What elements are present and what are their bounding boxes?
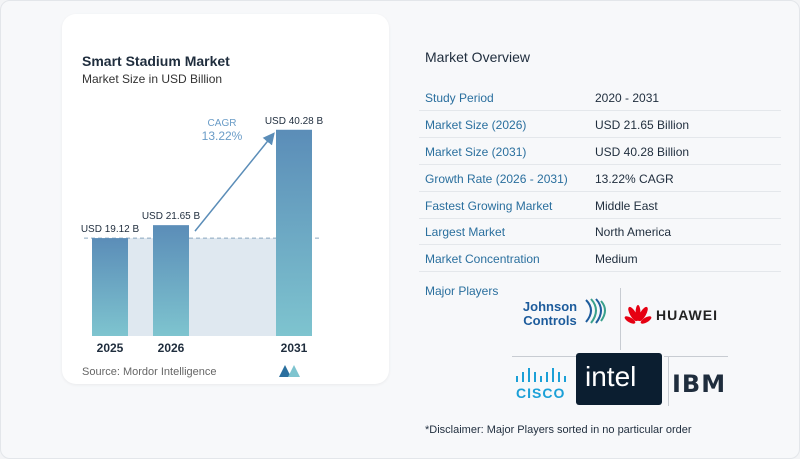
- data-label-2025: USD 19.12 B: [81, 224, 140, 235]
- huawei-logo: HUAWEI: [624, 302, 724, 328]
- johnson-controls-logo: Johnson Controls: [520, 296, 610, 336]
- overview-label: Market Size (2026): [425, 118, 527, 132]
- huawei-petal-icon: [624, 305, 652, 324]
- overview-row: Fastest Growing Market Middle East: [419, 192, 781, 219]
- overview-row: Market Size (2031) USD 40.28 Billion: [419, 138, 781, 165]
- disclaimer-text: *Disclaimer: Major Players sorted in no …: [425, 424, 692, 436]
- grid-divider: [668, 356, 669, 406]
- grid-divider: [664, 356, 728, 357]
- category-label-2031: 2031: [281, 341, 308, 355]
- intel-wordmark: intel: [585, 361, 637, 392]
- cisco-logo: CISCO: [514, 368, 574, 402]
- overview-label: Largest Market: [425, 225, 506, 239]
- data-label-2026: USD 21.65 B: [142, 211, 201, 222]
- source-text: Source: Mordor Intelligence: [82, 366, 217, 378]
- cagr-arrow: [194, 132, 275, 232]
- overview-label: Market Concentration: [425, 252, 540, 266]
- chart-subtitle: Market Size in USD Billion: [82, 72, 223, 86]
- huawei-wordmark: HUAWEI: [656, 307, 718, 323]
- overview-row: Market Size (2026) USD 21.65 Billion: [419, 111, 781, 138]
- overview-value: USD 40.28 Billion: [595, 145, 690, 159]
- overview-value: North America: [595, 225, 672, 239]
- overview-row: Market Concentration Medium: [419, 245, 781, 272]
- johnson-controls-swirl-icon: [585, 298, 606, 324]
- overview-label: Study Period: [425, 91, 494, 105]
- ibm-logo: IBM: [672, 368, 730, 398]
- controls-line: Controls: [523, 313, 577, 328]
- category-label-2026: 2026: [158, 341, 185, 355]
- bar-2025: [92, 238, 128, 336]
- johnson-controls-wordmark: Johnson Controls: [520, 300, 580, 328]
- cisco-wordmark: CISCO: [516, 385, 566, 401]
- data-label-2031: USD 40.28 B: [265, 116, 324, 127]
- bar-2026: [153, 225, 189, 336]
- grid-divider: [512, 356, 576, 357]
- overview-title: Market Overview: [425, 49, 531, 65]
- overview-label: Growth Rate (2026 - 2031): [425, 172, 568, 186]
- intel-logo: intel: [576, 353, 662, 405]
- overview-row: Largest Market North America: [419, 218, 781, 245]
- category-label-2025: 2025: [97, 341, 124, 355]
- chart-title: Smart Stadium Market: [82, 53, 230, 69]
- grid-divider: [620, 288, 621, 350]
- bar-chart: USD 19.12 B 2025 USD 21.65 B 2026 USD 40.28 …: [81, 116, 324, 355]
- overview-value: Middle East: [595, 199, 658, 213]
- cagr-label: CAGR: [208, 118, 237, 129]
- major-players-label: Major Players: [425, 284, 499, 298]
- bar-2031: [276, 129, 312, 336]
- overview-value: USD 21.65 Billion: [595, 118, 690, 132]
- mordor-logo-icon: [279, 365, 300, 377]
- cisco-bars-icon: [516, 368, 566, 382]
- overview-row: Study Period 2020 - 2031: [419, 84, 781, 111]
- overview-row: Growth Rate (2026 - 2031) 13.22% CAGR: [419, 165, 781, 192]
- overview-value: Medium: [595, 252, 638, 266]
- overview-label: Fastest Growing Market: [425, 199, 553, 213]
- overview-label: Market Size (2031): [425, 145, 527, 159]
- overview-value: 13.22% CAGR: [595, 172, 674, 186]
- cagr-value: 13.22%: [202, 129, 243, 143]
- johnson-line: Johnson: [522, 299, 578, 314]
- overview-value: 2020 - 2031: [595, 91, 660, 105]
- ibm-wordmark: IBM: [672, 370, 727, 398]
